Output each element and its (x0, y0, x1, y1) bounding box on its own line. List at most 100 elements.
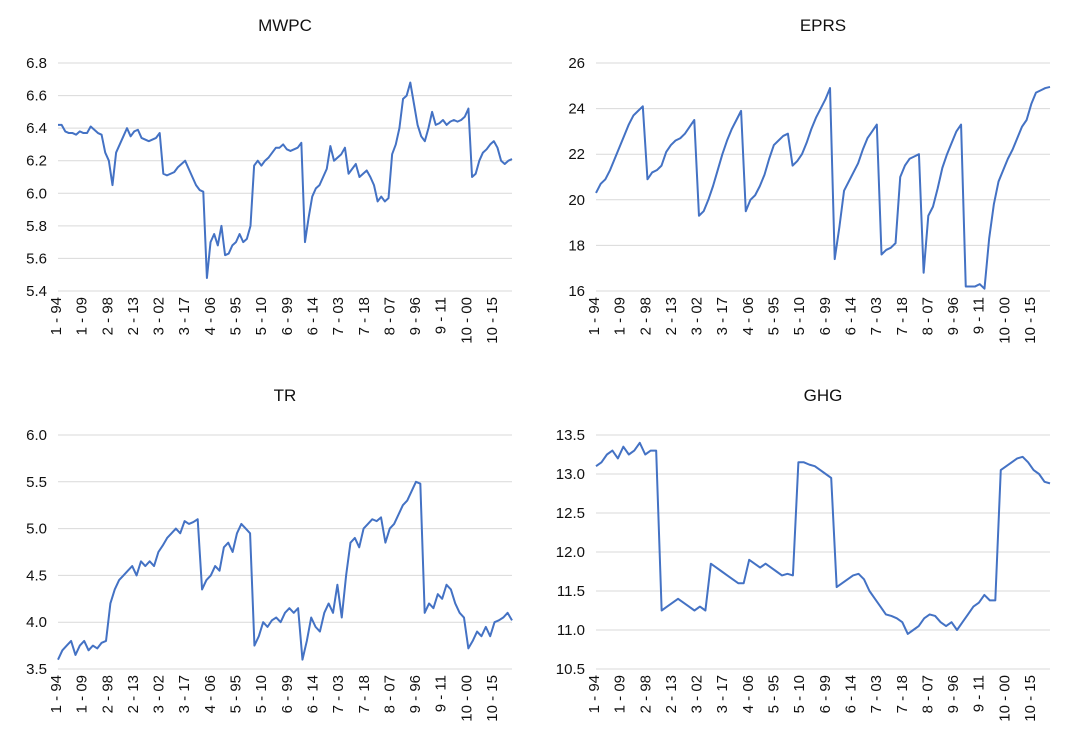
x-tick-label: 9 - 96 (945, 675, 962, 713)
y-tick-label: 5.0 (26, 521, 47, 538)
x-tick-label: 10 - 00 (996, 297, 1013, 344)
x-tick-label: 7 - 03 (868, 675, 885, 713)
x-tick-label: 8 - 07 (381, 297, 398, 335)
x-tick-label: 10 - 15 (1022, 297, 1039, 344)
x-tick-label: 1 - 09 (612, 297, 629, 335)
x-tick-label: 10 - 15 (484, 675, 501, 722)
x-tick-label: 5 - 95 (228, 675, 245, 713)
x-tick-label: 1 - 09 (612, 675, 629, 713)
y-tick-label: 24 (568, 101, 585, 118)
y-tick-label: 20 (568, 192, 585, 209)
chart-panel-ghg: GHG 10.5 11.0 11.5 12.0 12.5 13.0 13.5 1 - 94 1 -… (556, 386, 1051, 722)
x-tick-label: 8 - 07 (919, 675, 936, 713)
x-tick-label: 4 - 06 (740, 675, 757, 713)
x-tick-label: 4 - 06 (202, 297, 219, 335)
x-tick-label: 7 - 03 (868, 297, 885, 335)
x-tick-label: 5 - 95 (766, 297, 783, 335)
x-tick-label: 6 - 99 (279, 297, 296, 335)
y-tick-label: 12.0 (556, 544, 585, 561)
x-tick-label: 10 - 15 (484, 297, 501, 344)
y-tick-label: 12.5 (556, 505, 585, 522)
chart-panel-mwpc: MWPC 5.4 5.6 5.8 6.0 6.2 6.4 6.6 6.8 1 - 94 1 - 09… (26, 16, 513, 344)
y-tick-label: 11.5 (557, 583, 585, 600)
series-line (58, 81, 513, 279)
x-tick-label: 9 - 96 (945, 297, 962, 335)
x-tick-label: 2 - 13 (663, 675, 680, 713)
x-tick-label: 9 - 11 (971, 675, 988, 712)
x-tick-label: 7 - 03 (330, 675, 347, 713)
x-tick-label: 10 - 00 (458, 675, 475, 722)
y-tick-label: 26 (568, 55, 585, 72)
x-tick-label: 8 - 07 (381, 675, 398, 713)
x-tick-label: 1 - 94 (48, 675, 65, 713)
x-tick-label: 7 - 03 (330, 297, 347, 335)
x-tick-label: 6 - 14 (304, 675, 321, 713)
x-tick-label: 6 - 14 (842, 297, 859, 335)
x-tick-label: 1 - 94 (48, 297, 65, 335)
y-tick-label: 10.5 (556, 661, 585, 678)
x-tick-label: 7 - 18 (894, 297, 911, 335)
x-tick-label: 2 - 98 (99, 675, 116, 713)
x-tick-label: 2 - 13 (125, 297, 142, 335)
x-tick-label: 10 - 00 (458, 297, 475, 344)
chart-title: TR (274, 386, 297, 405)
series-line (595, 85, 1051, 290)
x-tick-label: 6 - 99 (817, 675, 834, 713)
y-tick-label: 6.4 (26, 120, 47, 137)
x-tick-label: 5 - 10 (253, 675, 270, 713)
y-tick-label: 6.8 (26, 55, 47, 72)
x-tick-label: 3 - 02 (151, 297, 168, 335)
x-tick-label: 2 - 13 (663, 297, 680, 335)
y-tick-label: 18 (568, 237, 585, 254)
chart-title: MWPC (258, 16, 312, 35)
x-tick-label: 6 - 99 (279, 675, 296, 713)
x-tick-label: 3 - 02 (689, 297, 706, 335)
y-tick-label: 4.5 (26, 567, 47, 584)
x-tick-label: 9 - 11 (433, 297, 450, 334)
y-tick-label: 6.6 (26, 88, 47, 105)
x-tick-label: 1 - 94 (586, 297, 603, 335)
x-tick-label: 3 - 17 (176, 675, 193, 713)
x-tick-label: 5 - 95 (766, 675, 783, 713)
x-tick-label: 2 - 13 (125, 675, 142, 713)
y-tick-label: 5.6 (26, 250, 47, 267)
x-tick-label: 5 - 10 (791, 675, 808, 713)
x-tick-label: 4 - 06 (740, 297, 757, 335)
x-tick-label: 10 - 15 (1022, 675, 1039, 722)
series-line (57, 480, 513, 661)
chart-panel-tr: TR 3.5 4.0 4.5 5.0 5.5 6.0 1 - 94 1 - 09 2 - 98 2 … (26, 386, 513, 722)
x-tick-label: 1 - 94 (586, 675, 603, 713)
x-tick-label: 5 - 95 (228, 297, 245, 335)
x-tick-label: 10 - 00 (996, 675, 1013, 722)
x-tick-label: 9 - 11 (433, 675, 450, 712)
y-tick-label: 6.0 (26, 185, 47, 202)
series-line (595, 441, 1051, 635)
x-tick-label: 5 - 10 (791, 297, 808, 335)
x-tick-label: 7 - 18 (894, 675, 911, 713)
x-tick-label: 1 - 09 (74, 675, 91, 713)
chart-title: GHG (804, 386, 843, 405)
x-tick-label: 9 - 11 (971, 297, 988, 334)
y-tick-label: 5.8 (26, 218, 47, 235)
x-tick-label: 2 - 98 (637, 297, 654, 335)
x-tick-label: 4 - 06 (202, 675, 219, 713)
x-tick-label: 3 - 02 (151, 675, 168, 713)
x-tick-label: 8 - 07 (919, 297, 936, 335)
chart-panel-eprs: EPRS 16 18 20 22 24 26 1 - 94 1 - 09 2 - 98 2 - 13… (568, 16, 1051, 344)
y-tick-label: 6.2 (26, 153, 47, 170)
x-tick-label: 9 - 96 (407, 297, 424, 335)
x-tick-label: 2 - 98 (99, 297, 116, 335)
y-tick-label: 22 (568, 146, 585, 163)
x-tick-label: 3 - 17 (714, 675, 731, 713)
x-tick-label: 3 - 17 (714, 297, 731, 335)
y-tick-label: 5.5 (26, 474, 47, 491)
y-tick-label: 3.5 (26, 661, 47, 678)
x-tick-label: 3 - 02 (689, 675, 706, 713)
y-tick-label: 13.5 (556, 427, 585, 444)
x-tick-label: 5 - 10 (253, 297, 270, 335)
x-tick-label: 7 - 18 (356, 297, 373, 335)
x-tick-label: 9 - 96 (407, 675, 424, 713)
y-tick-label: 5.4 (26, 283, 47, 300)
